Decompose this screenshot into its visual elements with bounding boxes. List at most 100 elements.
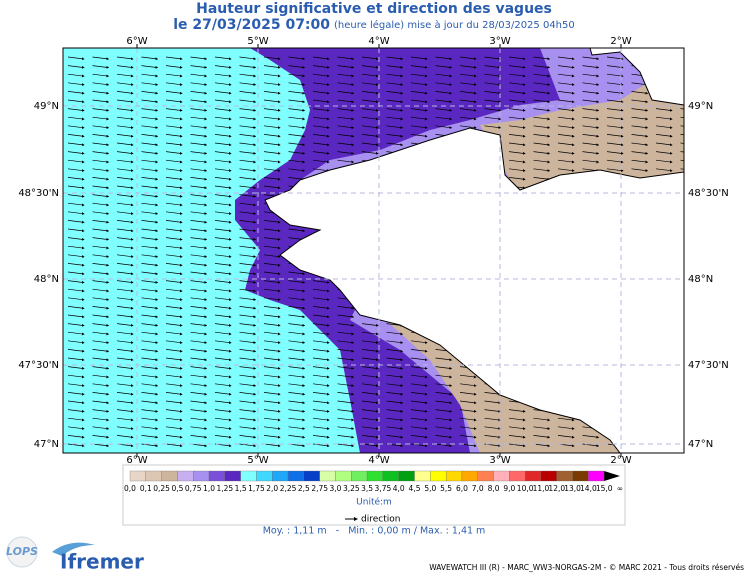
wave-arrow [214, 366, 232, 370]
wave-arrow [67, 237, 85, 241]
wave-arrow [288, 323, 306, 327]
wave-arrow [263, 220, 281, 224]
wave-arrow [214, 331, 232, 336]
wave-arrow [410, 116, 428, 121]
wave-arrow [484, 91, 502, 95]
wave-arrow [484, 99, 502, 104]
colorbar-swatch [177, 470, 194, 482]
wave-arrow [361, 383, 379, 387]
wave-arrow [141, 374, 159, 379]
wave-arrow [386, 134, 404, 138]
wave-arrow [141, 409, 159, 413]
wave-arrow [312, 357, 330, 362]
wave-arrow [312, 314, 330, 319]
map [63, 48, 684, 453]
wave-arrow [435, 82, 453, 86]
wave-arrow [337, 366, 355, 370]
wave-arrow [190, 65, 208, 69]
colorbar-label: 0,75 [185, 484, 202, 493]
wave-arrow [165, 280, 183, 284]
wave-arrow [67, 211, 85, 215]
wave-arrow [67, 168, 85, 172]
wave-arrow [214, 211, 232, 215]
wave-arrow [288, 56, 306, 61]
wave-arrow [92, 185, 110, 190]
wave-arrow [141, 228, 159, 233]
wave-arrow [190, 417, 208, 422]
wave-arrow [141, 349, 159, 353]
wave-arrow [239, 125, 257, 129]
wave-arrow [92, 151, 110, 155]
wave-arrow [141, 245, 159, 250]
wave-arrow [410, 99, 428, 104]
wave-arrow [435, 116, 453, 121]
wave-arrow [655, 108, 673, 112]
wave-arrow [214, 228, 232, 233]
wave-arrow [190, 91, 208, 95]
wave-arrow [631, 159, 649, 164]
wave-arrow [190, 125, 208, 129]
wave-arrow [141, 297, 159, 301]
wave-arrow [165, 125, 183, 129]
wave-arrow [337, 142, 355, 147]
wave-arrow [214, 426, 232, 430]
wave-arrow [165, 254, 183, 258]
colorbar-label: 1,0 [203, 484, 215, 493]
wave-arrow [165, 349, 183, 353]
wave-arrow [92, 82, 110, 86]
wave-arrow [239, 134, 257, 138]
wave-arrow [655, 134, 673, 138]
wave-arrow [288, 91, 306, 95]
wave-arrow [239, 323, 257, 327]
wave-arrow [263, 99, 281, 104]
wave-arrow [67, 202, 85, 207]
wave-arrow [239, 435, 257, 439]
wave-arrow [386, 91, 404, 95]
colorbar-swatch [208, 470, 225, 482]
wave-arrow [288, 297, 306, 301]
wave-arrow [459, 65, 477, 69]
wave-arrow [214, 134, 232, 138]
wave-arrow [386, 357, 404, 362]
wave-arrow [410, 65, 428, 69]
colorbar-swatch [193, 470, 210, 482]
wave-arrow [141, 82, 159, 86]
wave-arrow [239, 417, 257, 422]
wave-arrow [288, 400, 306, 405]
wave-arrow [190, 400, 208, 405]
wave-arrow [508, 82, 526, 86]
wave-arrow [67, 280, 85, 284]
wave-arrow [141, 168, 159, 172]
wave-arrow [435, 383, 453, 387]
wave-arrow [239, 366, 257, 370]
wave-arrow [141, 271, 159, 276]
wave-arrow [92, 443, 110, 448]
wave-arrow [190, 116, 208, 121]
wave-arrow [92, 435, 110, 439]
wave-arrow [337, 357, 355, 362]
wave-arrow [67, 254, 85, 258]
wave-arrow [92, 349, 110, 353]
wave-arrow [410, 73, 428, 78]
wave-arrow [312, 435, 330, 439]
wave-arrow [67, 228, 85, 233]
wave-arrow [435, 56, 453, 61]
wave-arrow [337, 116, 355, 121]
wave-arrow [484, 82, 502, 86]
wave-arrow [557, 134, 575, 138]
wave-arrow [165, 168, 183, 172]
wave-arrow [337, 349, 355, 353]
wave-arrow [263, 245, 281, 250]
wave-arrow [508, 56, 526, 61]
subtitle: le 27/03/2025 07:00 (heure légale) mise à… [173, 17, 575, 33]
wave-arrow [239, 280, 257, 284]
wave-arrow [116, 383, 134, 387]
wave-arrow [263, 374, 281, 379]
wave-arrow [361, 392, 379, 396]
wave-arrow [239, 237, 257, 241]
wave-arrow [165, 237, 183, 241]
wave-arrow [533, 116, 551, 121]
wave-arrow [116, 142, 134, 147]
wave-arrow [239, 306, 257, 310]
wave-arrow [435, 65, 453, 69]
